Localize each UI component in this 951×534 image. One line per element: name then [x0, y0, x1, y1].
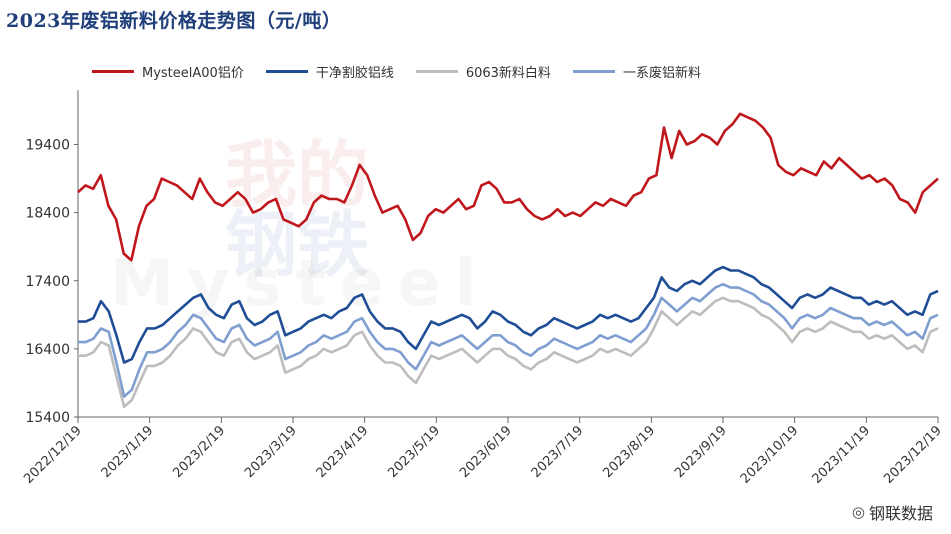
y-tick-label: 18400 [25, 206, 70, 222]
source-badge: ◎ 钢联数据 [847, 500, 937, 524]
x-tick-label: 2023/7/19 [529, 423, 587, 481]
x-tick-label: 2022/12/19 [21, 423, 85, 487]
y-tick-label: 16400 [25, 342, 70, 358]
x-tick-label: 2023/12/19 [881, 423, 945, 487]
legend-swatch-a00 [92, 70, 134, 73]
legend-label-wire: 干净割胶铝线 [315, 66, 394, 81]
x-tick-label: 2023/9/19 [672, 423, 730, 481]
x-tick-label: 2023/11/19 [810, 423, 874, 487]
x-tick-label: 2023/5/19 [385, 423, 443, 481]
x-tick-label: 2023/4/19 [314, 423, 372, 481]
x-tick-label: 2023/2/19 [170, 423, 228, 481]
legend-label-1series: 一系废铝新料 [622, 66, 701, 81]
chart-title: 2023年废铝新料价格走势图（元/吨） [6, 10, 342, 32]
watermark-cn-bottom: 钢铁 [225, 203, 369, 287]
mysteel-watermark: 我的 钢铁 Mysteel [110, 133, 491, 321]
series-line-wire [78, 265, 939, 364]
y-tick-label: 15400 [25, 410, 70, 426]
legend-item-a00: MysteelA00铝价 [92, 62, 244, 81]
legend-item-wire: 干净割胶铝线 [265, 62, 394, 81]
legend-swatch-1series [572, 70, 615, 73]
y-tick-label: 17400 [25, 274, 70, 290]
legend-item-1series: 一系废铝新料 [572, 62, 701, 81]
legend-label-6063: 6063新料白料 [465, 66, 551, 81]
series-line-a00 [77, 112, 939, 262]
legend-item-6063: 6063新料白料 [415, 62, 551, 81]
legend-label-a00: MysteelA00铝价 [142, 66, 244, 81]
series-lines [77, 112, 939, 409]
y-tick-label: 19400 [25, 138, 70, 154]
wechat-icon: ◎ [851, 503, 865, 521]
series-line-6063 [78, 296, 939, 409]
x-tick-label: 2023/8/19 [600, 423, 658, 481]
source-badge-text: 钢联数据 [868, 504, 933, 523]
legend-swatch-6063 [415, 70, 458, 73]
legend-swatch-wire [265, 70, 308, 73]
x-tick-label: 2023/10/19 [738, 423, 802, 487]
chart-legend: MysteelA00铝价 干净割胶铝线 6063新料白料 一系废铝新料 [92, 62, 701, 81]
watermark-en: Mysteel [110, 247, 491, 321]
x-tick-label: 2023/3/19 [242, 423, 300, 481]
x-tick-label: 2023/6/19 [457, 423, 515, 481]
series-line-1series [78, 282, 939, 398]
x-tick-label: 2023/1/19 [99, 423, 157, 481]
